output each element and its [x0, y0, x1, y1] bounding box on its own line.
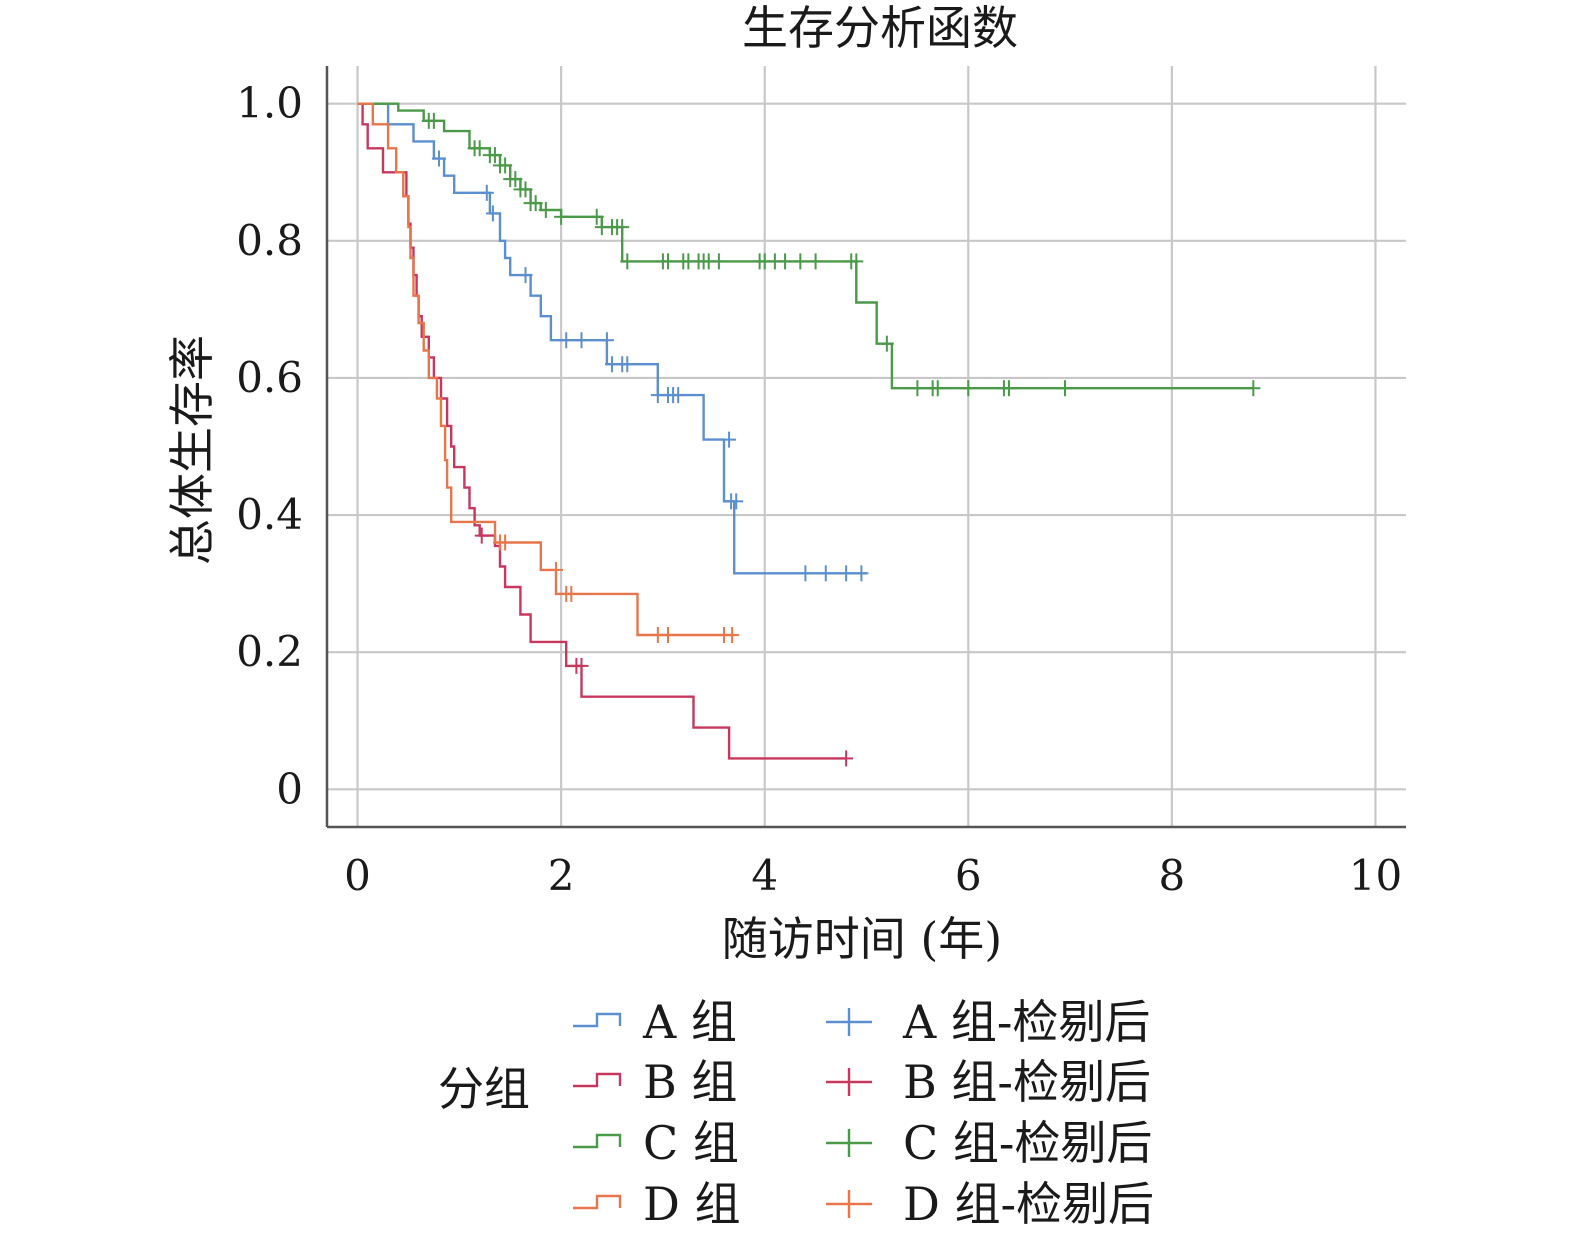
y-tick-label: 1.0 [236, 79, 303, 128]
censor-mark [508, 171, 523, 188]
censor-mark [474, 527, 489, 544]
censor-mark [528, 195, 543, 212]
x-tick-label: 8 [1159, 851, 1186, 900]
censor-mark [485, 205, 500, 222]
censor-mark [498, 534, 513, 551]
censor-mark [538, 201, 553, 218]
censor-mark [818, 565, 833, 582]
censor-mark [518, 181, 533, 198]
censor-mark [854, 565, 869, 582]
y-tick-label: 0.6 [236, 353, 303, 402]
y-tick-labels: 0 0.2 0.4 0.6 0.8 1.0 [236, 79, 303, 814]
x-tick-label: 0 [344, 851, 371, 900]
censor-mark [930, 380, 945, 397]
series-line-4 [357, 102, 735, 637]
x-axis-label: 随访时间 (年) [722, 912, 1003, 966]
censor-mark [574, 657, 589, 674]
legend-censor-icon [826, 1190, 872, 1218]
legend-line-icon [573, 1194, 622, 1210]
x-tick-label: 6 [955, 851, 982, 900]
censor-mark [671, 387, 686, 404]
series-layer [357, 102, 1254, 760]
censor-mark [879, 335, 894, 352]
censor-mark [549, 561, 564, 578]
legend-line-icon [573, 1133, 622, 1149]
legend-entries: A 组 A 组-检剔后 B 组 B 组-检剔后 C 组 C 组-检剔后 D 组 D 组-检剔后 [573, 995, 1154, 1231]
censor-mark [1246, 380, 1261, 397]
censor-mark [793, 253, 808, 270]
censor-mark [1002, 380, 1017, 397]
x-tick-label: 4 [751, 851, 778, 900]
censor-mark [725, 627, 740, 644]
censor-mark [574, 332, 589, 349]
y-tick-label: 0.4 [236, 490, 303, 539]
legend-censor-icon [826, 1068, 872, 1096]
censor-mark [839, 565, 854, 582]
censor-mark [722, 431, 737, 448]
legend-title: 分组 [438, 1062, 530, 1116]
censor-mark [559, 332, 574, 349]
censor-mark [798, 565, 813, 582]
censor-mark [426, 112, 441, 129]
y-tick-label: 0.8 [236, 216, 303, 265]
censor-mark [615, 219, 630, 236]
legend-line-label: D 组 [643, 1177, 741, 1231]
censor-mark [661, 627, 676, 644]
chart-title: 生存分析函数 [742, 1, 1018, 55]
legend-censor-label: B 组-检剔后 [903, 1055, 1151, 1109]
plot-frame [325, 66, 1406, 829]
censor-mark [589, 208, 604, 225]
censor-mark [479, 184, 494, 201]
censor-layer [421, 112, 1261, 767]
legend-line-label: C 组 [643, 1116, 739, 1170]
censor-mark [711, 253, 726, 270]
censor-mark [554, 208, 569, 225]
legend-censor-label: C 组-检剔后 [903, 1116, 1152, 1170]
censor-mark [518, 267, 533, 284]
censor-mark [961, 380, 976, 397]
y-tick-label: 0 [276, 764, 303, 813]
censor-mark [498, 157, 513, 174]
y-axis-label: 总体生存率 [165, 335, 219, 565]
legend-line-label: A 组 [642, 995, 737, 1049]
censor-mark [564, 585, 579, 602]
x-tick-label: 10 [1349, 851, 1402, 900]
legend-censor-icon [826, 1008, 872, 1036]
censor-mark [599, 332, 614, 349]
legend-censor-label: A 组-检剔后 [902, 995, 1150, 1049]
legend-line-icon [573, 1072, 622, 1088]
x-tick-label: 2 [548, 851, 575, 900]
censor-mark [661, 253, 676, 270]
legend: 分组 A 组 A 组-检剔后 B 组 B 组-检剔后 C 组 C 组-检剔后 D 组 D 组-… [438, 995, 1154, 1231]
x-tick-labels: 0 2 4 6 8 10 [344, 851, 1402, 900]
censor-mark [472, 140, 487, 157]
legend-line-label: B 组 [643, 1055, 737, 1109]
y-tick-label: 0.2 [236, 627, 303, 676]
censor-mark [431, 150, 446, 167]
series-line-2 [357, 102, 847, 760]
legend-censor-icon [826, 1129, 872, 1157]
series-line-1 [357, 102, 867, 575]
series-line-3 [357, 102, 1254, 390]
censor-mark [729, 493, 744, 510]
plot-grid [327, 66, 1406, 827]
censor-mark [1057, 380, 1072, 397]
censor-mark [487, 147, 502, 164]
censor-mark [839, 750, 854, 767]
censor-mark [620, 253, 635, 270]
censor-mark [910, 380, 925, 397]
censor-mark [808, 253, 823, 270]
legend-line-icon [573, 1012, 622, 1028]
censor-mark [620, 356, 635, 373]
censor-mark [778, 253, 793, 270]
legend-censor-label: D 组-检剔后 [903, 1177, 1154, 1231]
censor-mark [849, 253, 864, 270]
